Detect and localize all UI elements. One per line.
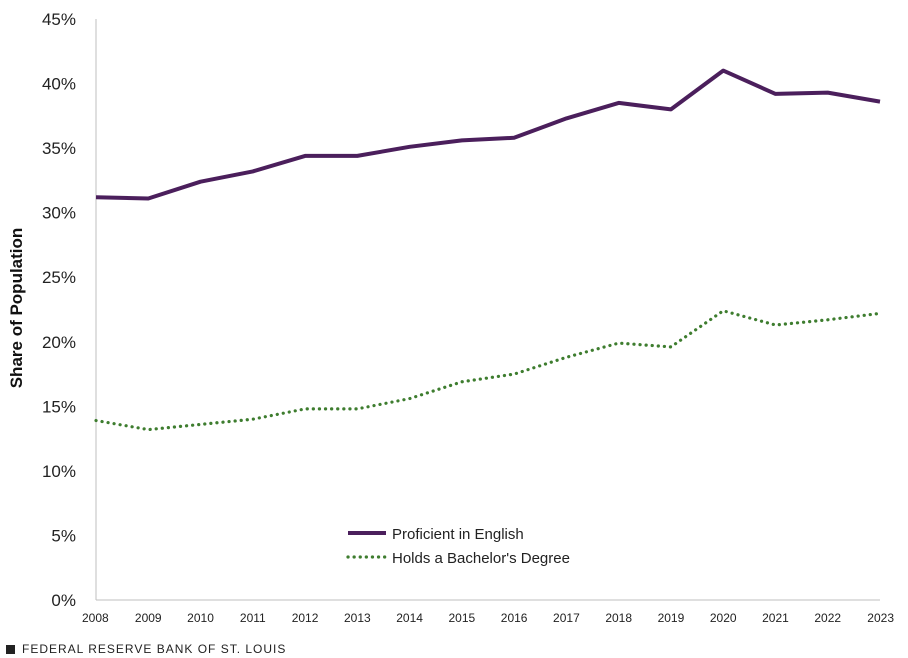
x-tick-label: 2023 bbox=[867, 611, 894, 625]
x-tick-label: 2010 bbox=[187, 611, 214, 625]
y-tick-label: 10% bbox=[42, 462, 76, 481]
legend: Proficient in English Holds a Bachelor's… bbox=[346, 526, 570, 567]
series-line-bachelors-degree bbox=[94, 309, 882, 432]
footer-source: FEDERAL RESERVE BANK OF ST. LOUIS bbox=[22, 642, 287, 656]
y-axis-label: Share of Population bbox=[7, 228, 26, 389]
y-tick-label: 45% bbox=[42, 10, 76, 29]
x-tick-label: 2017 bbox=[553, 611, 580, 625]
x-tick-label: 2011 bbox=[240, 611, 266, 625]
y-tick-label: 0% bbox=[51, 591, 76, 610]
x-tick-label: 2022 bbox=[814, 611, 841, 625]
x-tick-label: 2021 bbox=[762, 611, 789, 625]
x-tick-label: 2015 bbox=[449, 611, 476, 625]
line-chart: 0% 5% 10% 15% 20% 25% 30% 35% 40% 45% 2008 2009 201… bbox=[7, 10, 894, 625]
x-tick-label: 2016 bbox=[501, 611, 528, 625]
x-tick-label: 2019 bbox=[658, 611, 685, 625]
series-lines bbox=[94, 68, 882, 432]
legend-label-bachelors-degree: Holds a Bachelor's Degree bbox=[392, 550, 570, 567]
x-tick-label: 2018 bbox=[605, 611, 632, 625]
x-tick-label: 2012 bbox=[292, 611, 319, 625]
x-tick-label: 2009 bbox=[135, 611, 162, 625]
legend-label-proficient-english: Proficient in English bbox=[392, 526, 524, 543]
x-tick-label: 2008 bbox=[82, 611, 109, 625]
x-tick-label: 2013 bbox=[344, 611, 371, 625]
x-axis-ticks: 2008 2009 2010 2011 2012 2013 2014 2015 2016 2017… bbox=[82, 611, 894, 625]
y-tick-label: 5% bbox=[51, 526, 76, 545]
x-tick-label: 2014 bbox=[396, 611, 423, 625]
footer: FEDERAL RESERVE BANK OF ST. LOUIS bbox=[6, 640, 286, 658]
x-tick-label: 2020 bbox=[710, 611, 737, 625]
series-line-proficient-english bbox=[95, 68, 881, 201]
y-tick-label: 25% bbox=[42, 268, 76, 287]
y-tick-label: 30% bbox=[42, 204, 76, 223]
footer-square-icon bbox=[6, 644, 15, 654]
y-tick-label: 40% bbox=[42, 75, 76, 94]
y-tick-label: 20% bbox=[42, 333, 76, 352]
y-tick-label: 15% bbox=[42, 397, 76, 416]
y-axis-ticks: 0% 5% 10% 15% 20% 25% 30% 35% 40% 45% bbox=[42, 10, 76, 610]
y-tick-label: 35% bbox=[42, 139, 76, 158]
